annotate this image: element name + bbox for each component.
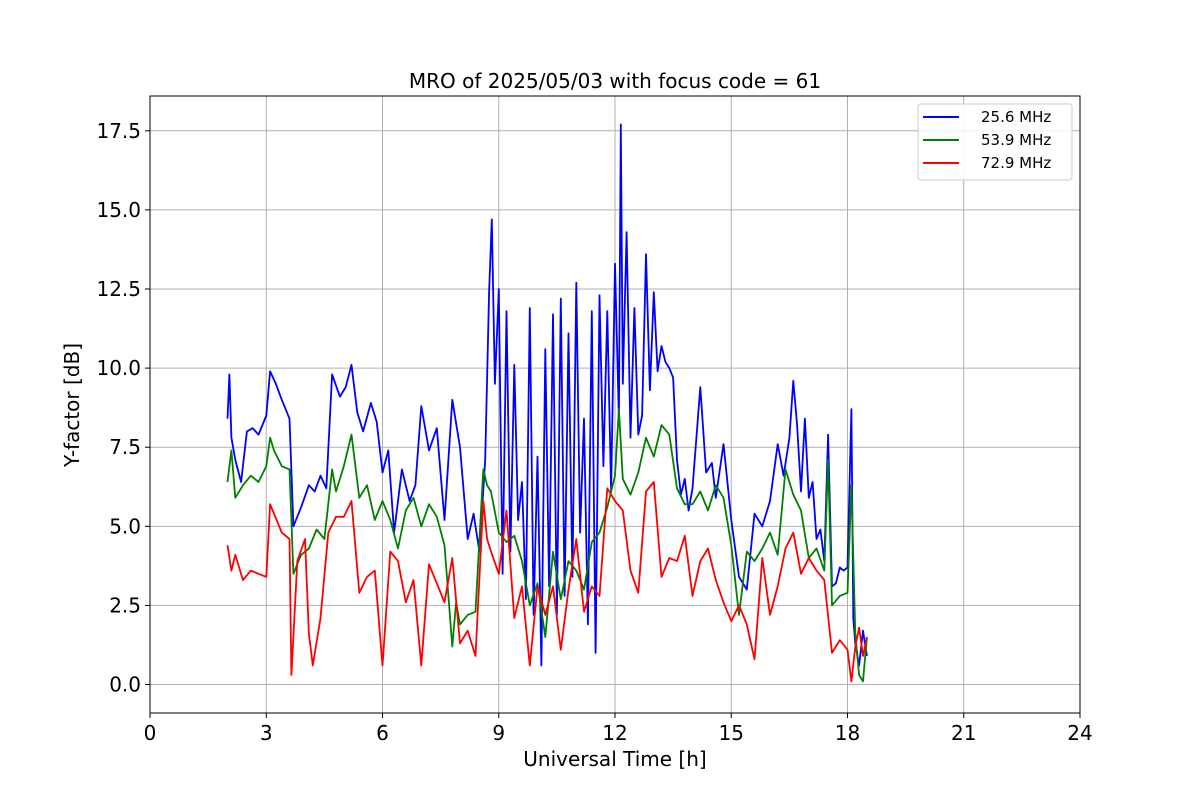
series-line-3 bbox=[226, 481, 868, 683]
x-tick-label: 0 bbox=[144, 721, 157, 745]
y-tick-label: 15.0 bbox=[96, 198, 141, 222]
x-tick-label: 6 bbox=[376, 721, 389, 745]
x-tick-label: 21 bbox=[951, 721, 976, 745]
legend-label: 53.9 MHz bbox=[981, 131, 1051, 149]
legend-label: 25.6 MHz bbox=[981, 108, 1051, 126]
y-axis: 0.0 2.5 5.0 7.5 10.0 12.5 15.0 17.5 bbox=[96, 119, 150, 697]
plot-lines bbox=[226, 123, 868, 683]
series-line-2 bbox=[226, 408, 868, 683]
x-axis: 0 3 6 9 12 15 18 21 24 bbox=[144, 713, 1093, 745]
y-tick-label: 10.0 bbox=[96, 356, 141, 380]
x-axis-label: Universal Time [h] bbox=[523, 747, 706, 771]
y-axis-label: Y-factor [dB] bbox=[60, 343, 84, 468]
y-tick-label: 0.0 bbox=[109, 673, 141, 697]
series-line-1 bbox=[226, 123, 868, 667]
x-tick-label: 18 bbox=[835, 721, 860, 745]
x-tick-label: 12 bbox=[602, 721, 627, 745]
y-tick-label: 17.5 bbox=[96, 119, 141, 143]
legend-box bbox=[917, 103, 1073, 181]
chart-title: MRO of 2025/05/03 with focus code = 61 bbox=[409, 69, 821, 93]
y-tick-label: 5.0 bbox=[109, 514, 141, 538]
x-tick-label: 15 bbox=[719, 721, 744, 745]
x-tick-label: 9 bbox=[492, 721, 505, 745]
y-tick-label: 12.5 bbox=[96, 277, 141, 301]
x-tick-label: 3 bbox=[260, 721, 273, 745]
legend-label: 72.9 MHz bbox=[981, 154, 1051, 172]
legend: 25.6 MHz 53.9 MHz 72.9 MHz bbox=[917, 103, 1073, 181]
x-tick-label: 24 bbox=[1067, 721, 1092, 745]
y-tick-label: 2.5 bbox=[109, 593, 141, 617]
y-tick-label: 7.5 bbox=[109, 435, 141, 459]
